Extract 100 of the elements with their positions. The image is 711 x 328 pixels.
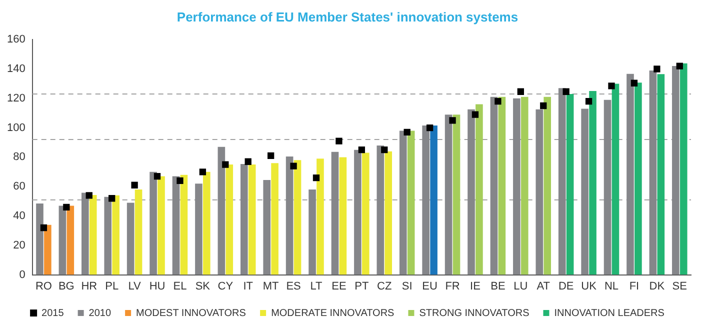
bar bbox=[612, 84, 620, 275]
bar bbox=[520, 96, 528, 275]
x-tick-label: PT bbox=[354, 280, 369, 292]
bar bbox=[604, 100, 612, 275]
bar bbox=[58, 206, 66, 275]
bar bbox=[104, 196, 112, 275]
x-tick-label: LV bbox=[128, 280, 142, 292]
bar bbox=[657, 74, 665, 275]
bar bbox=[626, 74, 634, 275]
point bbox=[176, 177, 184, 184]
bar bbox=[354, 150, 362, 275]
point bbox=[654, 66, 660, 72]
point bbox=[585, 98, 592, 105]
y-tick-label: 140 bbox=[6, 63, 26, 76]
bar bbox=[476, 104, 483, 275]
chart-title: Performance of EU Member States' innovation systems bbox=[176, 9, 518, 24]
x-tick-label: BE bbox=[490, 280, 506, 292]
y-tick-label: 20 bbox=[13, 239, 26, 252]
bar bbox=[308, 190, 316, 275]
point bbox=[199, 168, 206, 176]
x-tick-label: IT bbox=[243, 280, 254, 292]
x-tick-label: SK bbox=[195, 280, 211, 292]
bar bbox=[634, 82, 642, 275]
bar bbox=[248, 164, 256, 275]
bar bbox=[226, 164, 234, 275]
bar bbox=[566, 94, 574, 275]
point bbox=[290, 162, 297, 170]
x-tick-label: LU bbox=[514, 280, 528, 292]
point bbox=[268, 152, 274, 160]
y-tick-label: 120 bbox=[6, 92, 26, 104]
bar bbox=[444, 114, 452, 275]
point bbox=[630, 80, 638, 86]
legend-label: 2015 bbox=[42, 308, 64, 319]
point bbox=[562, 88, 570, 95]
bar bbox=[158, 176, 165, 275]
bar bbox=[558, 88, 566, 275]
x-tick-label: SE bbox=[672, 280, 687, 292]
x-tick-label: SI bbox=[402, 280, 412, 292]
bar bbox=[112, 195, 120, 275]
bar bbox=[286, 156, 294, 275]
bar bbox=[536, 109, 544, 275]
point bbox=[108, 195, 116, 202]
y-tick-label: 160 bbox=[6, 34, 26, 46]
bar bbox=[240, 164, 248, 275]
bar bbox=[150, 172, 157, 275]
bar bbox=[316, 158, 324, 275]
bar bbox=[218, 146, 226, 275]
legend-label: INNOVATION LEADERS bbox=[554, 308, 665, 319]
x-tick-label: FI bbox=[629, 280, 640, 292]
bar bbox=[430, 125, 438, 275]
x-tick-label: DE bbox=[558, 280, 574, 292]
bar bbox=[452, 114, 460, 275]
point bbox=[244, 158, 252, 165]
bar bbox=[589, 91, 596, 275]
legend-label: 2010 bbox=[88, 308, 112, 319]
bar bbox=[649, 70, 657, 275]
x-tick-label: FR bbox=[445, 280, 460, 292]
bar bbox=[339, 157, 347, 275]
bar bbox=[44, 224, 52, 275]
bar bbox=[66, 206, 74, 275]
bar bbox=[36, 204, 44, 275]
point bbox=[404, 128, 410, 136]
bar bbox=[544, 96, 552, 275]
bar bbox=[263, 180, 271, 275]
bar bbox=[384, 151, 392, 275]
point bbox=[449, 117, 456, 124]
x-tick-label: HR bbox=[81, 280, 98, 292]
x-tick-label: DK bbox=[649, 280, 666, 292]
x-tick-label: ES bbox=[286, 280, 301, 292]
x-tick-label: EU bbox=[422, 280, 438, 292]
point bbox=[131, 182, 138, 188]
point bbox=[381, 146, 388, 154]
x-tick-label: UK bbox=[581, 280, 598, 292]
x-tick-label: NL bbox=[604, 280, 619, 292]
bar bbox=[513, 98, 520, 275]
point bbox=[426, 124, 434, 132]
point bbox=[336, 138, 342, 144]
x-tick-label: CY bbox=[218, 280, 234, 292]
x-tick-label: IE bbox=[470, 280, 480, 292]
bar bbox=[468, 109, 475, 275]
point bbox=[676, 62, 683, 70]
bar bbox=[680, 63, 688, 275]
bar bbox=[294, 160, 302, 275]
x-tick-label: AT bbox=[536, 280, 550, 292]
point bbox=[222, 161, 229, 168]
legend-label: MODERATE INNOVATORS bbox=[271, 308, 395, 319]
x-tick-label: LT bbox=[310, 280, 323, 292]
y-tick-label: 60 bbox=[13, 180, 26, 193]
point bbox=[608, 82, 615, 90]
x-tick-label: CZ bbox=[377, 280, 392, 292]
y-tick-label: 0 bbox=[19, 268, 26, 281]
bar bbox=[362, 152, 370, 275]
bar bbox=[180, 174, 188, 275]
y-tick-label: 100 bbox=[6, 122, 26, 134]
point bbox=[540, 102, 547, 110]
y-tick-label: 80 bbox=[13, 151, 26, 164]
bar bbox=[331, 152, 339, 275]
bar bbox=[134, 190, 142, 275]
legend-label: MODEST INNOVATORS bbox=[136, 308, 246, 319]
point bbox=[517, 88, 524, 95]
